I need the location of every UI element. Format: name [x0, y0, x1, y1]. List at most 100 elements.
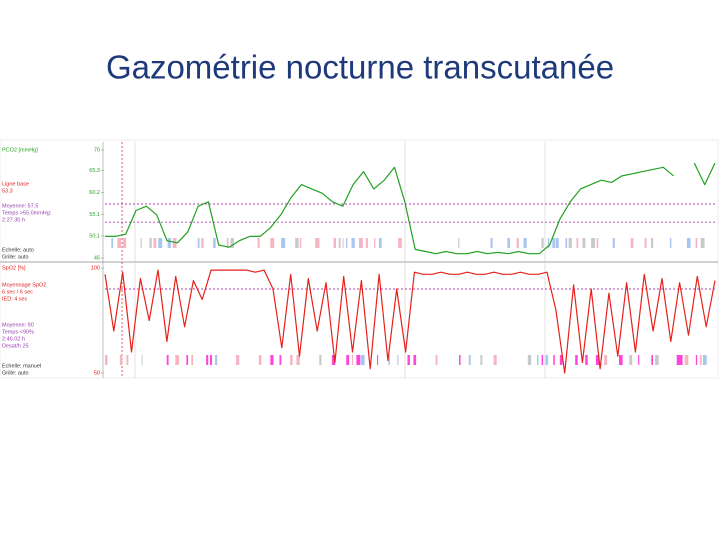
- event-mark: [490, 238, 493, 248]
- event-mark: [604, 355, 608, 365]
- info-label: 6 sec / 6 sec: [2, 289, 33, 295]
- event-mark: [552, 238, 555, 248]
- event-mark: [651, 355, 654, 365]
- event-mark: [669, 238, 672, 248]
- info-label: Moyenne: 57.5: [2, 203, 38, 209]
- event-mark: [191, 355, 194, 365]
- info-label: Moyenne: 90: [2, 322, 34, 328]
- event-mark: [141, 355, 143, 365]
- event-mark: [555, 238, 559, 248]
- event-mark: [585, 355, 588, 365]
- event-mark: [215, 355, 218, 365]
- y-tick-label: 70: [94, 147, 100, 153]
- series-label: SpO2 [%]: [2, 265, 26, 271]
- info-label: Grille: auto: [2, 254, 29, 260]
- series-label: PCO2 [mmHg]: [2, 147, 38, 153]
- event-mark: [149, 238, 152, 248]
- event-mark: [213, 238, 216, 248]
- event-mark: [122, 238, 127, 248]
- info-label: 2:27.30 h: [2, 217, 25, 223]
- event-mark: [629, 355, 633, 365]
- event-mark: [630, 238, 634, 248]
- event-mark: [167, 238, 171, 248]
- event-mark: [117, 238, 122, 248]
- event-mark: [319, 355, 322, 365]
- event-mark: [575, 355, 578, 365]
- event-mark: [377, 355, 379, 365]
- event-mark: [166, 355, 169, 365]
- info-label: Echelle: manuel: [2, 363, 41, 369]
- info-label: Moyennage SpO2: [2, 282, 46, 288]
- event-mark: [186, 355, 189, 365]
- event-mark: [527, 355, 532, 365]
- event-mark: [638, 355, 640, 365]
- event-mark: [686, 238, 691, 248]
- event-mark: [346, 355, 350, 365]
- event-mark: [493, 355, 497, 365]
- event-mark: [201, 238, 204, 248]
- event-mark: [676, 355, 681, 365]
- y-tick-label: 50: [94, 370, 100, 376]
- event-mark: [111, 238, 114, 248]
- event-mark: [695, 238, 698, 248]
- event-mark: [565, 238, 568, 248]
- event-mark: [545, 355, 549, 365]
- info-label: Echelle: auto: [2, 247, 34, 253]
- event-mark: [523, 238, 527, 248]
- event-mark: [541, 238, 544, 248]
- y-tick-label: 50.1: [89, 233, 100, 239]
- event-mark: [226, 238, 229, 248]
- data-line: [104, 269, 716, 374]
- event-mark: [537, 355, 539, 365]
- event-mark: [281, 238, 286, 248]
- y-tick-label: 45: [94, 255, 100, 261]
- event-mark: [365, 238, 368, 248]
- event-mark: [351, 355, 354, 365]
- event-mark: [210, 355, 213, 365]
- event-mark: [270, 355, 274, 365]
- event-mark: [290, 355, 293, 365]
- info-label: Ligne base: [2, 181, 29, 187]
- y-tick-label: 60.2: [89, 190, 100, 196]
- event-mark: [333, 238, 337, 248]
- event-mark: [140, 238, 142, 248]
- event-mark: [175, 355, 180, 365]
- event-mark: [516, 238, 519, 248]
- event-mark: [318, 238, 320, 248]
- event-mark: [257, 238, 260, 248]
- event-mark: [541, 355, 544, 365]
- info-value: 53.3: [2, 188, 13, 194]
- event-mark: [655, 355, 659, 365]
- info-label: Temps >55.0mmHg:: [2, 210, 52, 216]
- event-mark: [568, 238, 572, 248]
- event-mark: [374, 238, 376, 248]
- event-mark: [119, 355, 123, 365]
- event-mark: [595, 355, 600, 365]
- event-mark: [650, 238, 654, 248]
- event-mark: [591, 238, 595, 248]
- event-mark: [480, 355, 483, 365]
- event-mark: [702, 355, 707, 365]
- event-mark: [315, 238, 319, 248]
- event-mark: [435, 355, 438, 365]
- event-mark: [700, 238, 705, 248]
- info-label: Grille: auto: [2, 370, 29, 376]
- event-mark: [105, 355, 108, 365]
- event-mark: [279, 355, 282, 365]
- event-mark: [507, 238, 510, 248]
- info-label: IED: 4 sec: [2, 296, 28, 302]
- event-mark: [459, 355, 461, 365]
- event-mark: [331, 355, 336, 365]
- event-mark: [270, 238, 275, 248]
- event-mark: [172, 238, 177, 248]
- y-tick-label: 65.3: [89, 168, 100, 174]
- event-mark: [407, 355, 410, 365]
- event-mark: [388, 355, 390, 365]
- event-mark: [468, 355, 471, 365]
- event-mark: [158, 238, 163, 248]
- event-mark: [582, 238, 586, 248]
- event-mark: [351, 238, 355, 248]
- event-mark: [342, 238, 344, 248]
- event-mark: [553, 355, 555, 365]
